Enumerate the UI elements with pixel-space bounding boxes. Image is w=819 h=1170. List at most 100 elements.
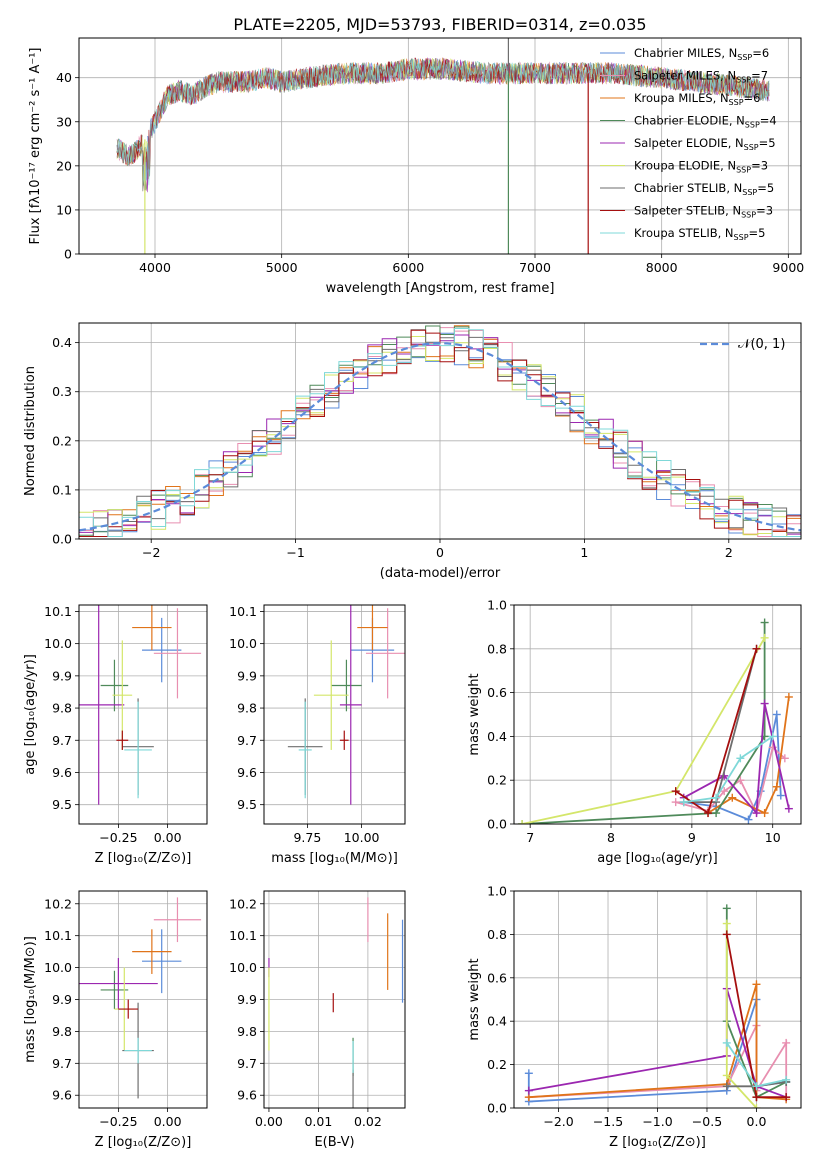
x-tick-label: 1 [580, 545, 588, 560]
y-tick-label: 1.0 [487, 884, 507, 899]
x-tick-label: 0 [436, 545, 444, 560]
x-tick-label: 6000 [392, 260, 424, 275]
figure-title: PLATE=2205, MJD=53793, FIBERID=0314, z=0… [233, 15, 646, 34]
axes-frame [263, 890, 406, 1109]
legend-label: Chabrier MILES, NSSP=6 [634, 46, 769, 62]
panel-age-vs-mass: 9.75 10.00 9.5 9.6 9.7 9.8 9.9 10.0 10.1 mass [lo… [229, 604, 406, 866]
x-tick-label: 7 [526, 830, 534, 845]
x-tick-label: 0.00 [255, 1114, 283, 1129]
plot-area [287, 605, 405, 805]
x-tick-label: −0.5 [692, 1114, 722, 1129]
hist-step-7 [79, 329, 801, 537]
y-tick-label: 10.1 [44, 604, 72, 619]
x-axis-label: Z [log₁₀(Z/Z⊙)] [95, 851, 192, 866]
panel-mass-vs-Z: −0.25 0.00 9.6 9.7 9.8 9.9 10.0 10.1 10.2 Z [log₁… [23, 890, 208, 1150]
y-tick-label: 0.1 [52, 482, 72, 497]
plot-area [116, 38, 770, 254]
grid [79, 605, 207, 824]
x-axis-label: Z [log₁₀(Z/Z⊙)] [95, 1135, 192, 1150]
grid [79, 891, 207, 1108]
y-tick-label: 9.8 [237, 701, 257, 716]
x-tick-label: 0.00 [154, 1114, 182, 1129]
x-tick-label: 4000 [139, 260, 171, 275]
weight-line [683, 735, 774, 803]
legend-label: Chabrier STELIB, NSSP=5 [634, 181, 774, 197]
plot-area [268, 897, 404, 1108]
axes-frame [513, 890, 802, 1109]
y-tick-label: 0.3 [52, 384, 72, 399]
legend-value: =3 [751, 159, 768, 173]
legend-sub: SSP [745, 121, 760, 130]
panel-residual-hist: −2 −1 0 1 2 0.0 0.1 0.2 0.3 0.4 (data-model)/error… [23, 322, 802, 581]
grid [514, 604, 801, 825]
panel-age-vs-Z: −0.25 0.00 9.5 9.6 9.7 9.8 9.9 10.0 10.1 Z [log₁₀… [23, 604, 208, 866]
legend-value: =7 [751, 69, 768, 83]
x-tick-label: 0.01 [304, 1114, 332, 1129]
y-axis-label: Flux [fλ10⁻¹⁷ erg cm⁻² s⁻¹ A⁻¹] [28, 48, 43, 245]
y-tick-label: 9.9 [237, 992, 257, 1007]
x-tick-label: −2.0 [543, 1114, 573, 1129]
weight-line [521, 637, 766, 824]
y-tick-label: 9.7 [237, 733, 257, 748]
y-tick-label: 0.8 [487, 641, 507, 656]
y-tick-label: 9.9 [237, 668, 257, 683]
x-tick-label: 10 [765, 830, 781, 845]
spectrum-line-4 [116, 57, 770, 193]
gaussian-curve [79, 342, 801, 532]
x-tick-label: −1 [286, 545, 304, 560]
legend-value: =5 [759, 136, 776, 150]
axes-frame [78, 890, 208, 1109]
axes-frame [513, 604, 802, 825]
x-tick-label: 8 [607, 830, 615, 845]
y-tick-label: 9.5 [52, 797, 72, 812]
y-tick-label: 10.1 [229, 604, 257, 619]
grid [264, 891, 405, 1108]
y-tick-label: 10.2 [229, 896, 257, 911]
y-tick-label: 9.9 [52, 668, 72, 683]
x-tick-label: −0.25 [99, 830, 137, 845]
y-tick-label: 30 [56, 114, 72, 129]
x-axis-label: wavelength [Angstrom, rest frame] [326, 281, 555, 296]
grid [264, 605, 405, 824]
x-tick-label: 10.00 [344, 830, 380, 845]
x-tick-label: 0.02 [354, 1114, 382, 1129]
x-tick-label: 0.0 [747, 1114, 767, 1129]
axes-frame [78, 37, 802, 255]
panel-mass-vs-EBV: 0.00 0.01 0.02 9.6 9.7 9.8 9.9 10.0 10.1 10.2 E(B-… [229, 890, 406, 1150]
y-tick-label: 10 [56, 202, 72, 217]
legend-sub: SSP [736, 166, 751, 175]
y-tick-label: 9.5 [237, 797, 257, 812]
y-tick-label: 9.8 [52, 1024, 72, 1039]
legend-value: =6 [744, 91, 761, 105]
y-tick-label: 9.6 [237, 1088, 257, 1103]
legend-label: Salpeter ELODIE, NSSP=5 [634, 136, 776, 152]
y-tick-label: 0.4 [52, 335, 72, 350]
x-tick-label: 0.00 [154, 830, 182, 845]
x-axis-label: Z [log₁₀(Z/Z⊙)] [609, 1135, 706, 1150]
legend-label: Kroupa STELIB, NSSP=5 [634, 226, 765, 242]
x-tick-label: −0.25 [99, 1114, 137, 1129]
y-tick-label: 0.4 [487, 1014, 507, 1029]
y-tick-label: 20 [56, 158, 72, 173]
x-axis-label: mass [log₁₀(M/M⊙)] [271, 851, 398, 866]
legend-label: Chabrier ELODIE, NSSP=4 [634, 114, 777, 130]
panel-weight-vs-Z: −2.0 −1.5 −1.0 −0.5 0.0 0.0 0.2 0.4 0.6 0.8 1.0 Z [… [467, 884, 802, 1150]
panel-weight-vs-age: 7 8 9 10 0.0 0.2 0.4 0.6 0.8 1.0 age [log₁₀(age/yr… [467, 598, 802, 866]
y-tick-label: 1.0 [487, 598, 507, 613]
panels: 4000 5000 6000 7000 8000 9000010203040wavelen… [23, 37, 804, 1150]
legend-label: Salpeter STELIB, NSSP=3 [634, 204, 773, 220]
plot-area [79, 897, 202, 1099]
x-axis-label: (data-model)/error [380, 566, 501, 581]
y-tick-label: 10.0 [229, 960, 257, 975]
y-axis-label: mass [log₁₀(M/M⊙)] [23, 936, 38, 1063]
legend-sub: SSP [742, 188, 757, 197]
panel-spectrum: 4000 5000 6000 7000 8000 9000 0 10 20 30 40 wavelen… [28, 37, 804, 296]
y-tick-label: 0.2 [52, 433, 72, 448]
y-tick-label: 9.6 [52, 1088, 72, 1103]
y-tick-label: 0.8 [487, 927, 507, 942]
axes-frame [263, 604, 406, 825]
y-tick-label: 0.2 [487, 773, 507, 788]
y-tick-label: 9.7 [237, 1056, 257, 1071]
y-tick-label: 0.6 [487, 970, 507, 985]
